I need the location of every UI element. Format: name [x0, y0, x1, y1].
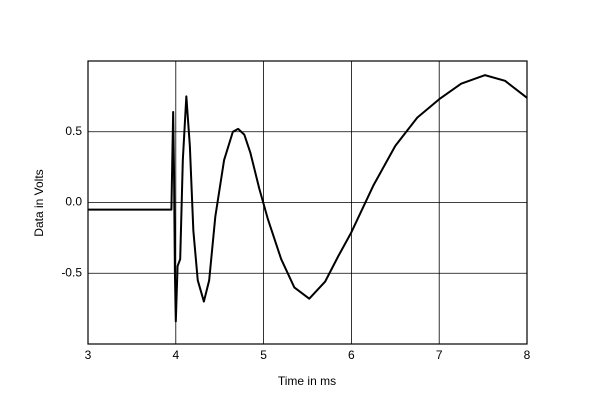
x-tick-label: 8 — [524, 348, 531, 362]
x-tick-label: 4 — [172, 348, 179, 362]
x-tick-label: 7 — [436, 348, 443, 362]
y-tick-label: 0.5 — [65, 124, 82, 138]
y-tick-label: -0.5 — [61, 265, 82, 279]
y-tick-label: 0.0 — [65, 195, 82, 209]
x-tick-label: 5 — [260, 348, 267, 362]
y-axis-label: Data in Volts — [32, 169, 46, 236]
x-axis-label: Time in ms — [278, 374, 336, 388]
x-tick-label: 6 — [348, 348, 355, 362]
x-tick-label: 3 — [85, 348, 92, 362]
data-line — [88, 74, 528, 323]
